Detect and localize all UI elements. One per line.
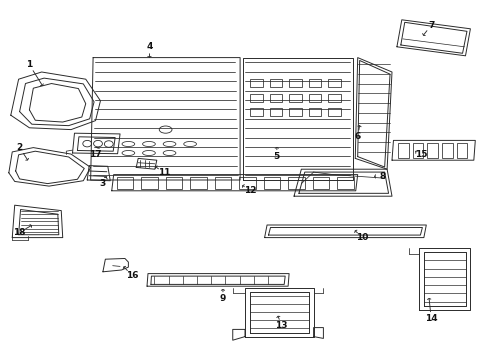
Text: 7: 7 — [428, 21, 435, 30]
Text: 4: 4 — [146, 42, 153, 51]
Text: 8: 8 — [379, 172, 385, 181]
Text: 16: 16 — [126, 271, 139, 280]
Text: 9: 9 — [220, 294, 226, 303]
Text: 17: 17 — [89, 150, 102, 159]
Text: 10: 10 — [356, 233, 369, 242]
Text: 5: 5 — [274, 152, 280, 161]
Text: 15: 15 — [415, 150, 428, 159]
Text: 13: 13 — [275, 321, 288, 330]
Text: 3: 3 — [100, 179, 106, 188]
Text: 11: 11 — [158, 168, 171, 177]
Text: 6: 6 — [355, 132, 361, 141]
Text: 12: 12 — [244, 186, 256, 195]
Text: 14: 14 — [425, 314, 438, 323]
Text: 2: 2 — [17, 143, 23, 152]
Text: 18: 18 — [13, 228, 26, 237]
Text: 1: 1 — [26, 60, 32, 69]
